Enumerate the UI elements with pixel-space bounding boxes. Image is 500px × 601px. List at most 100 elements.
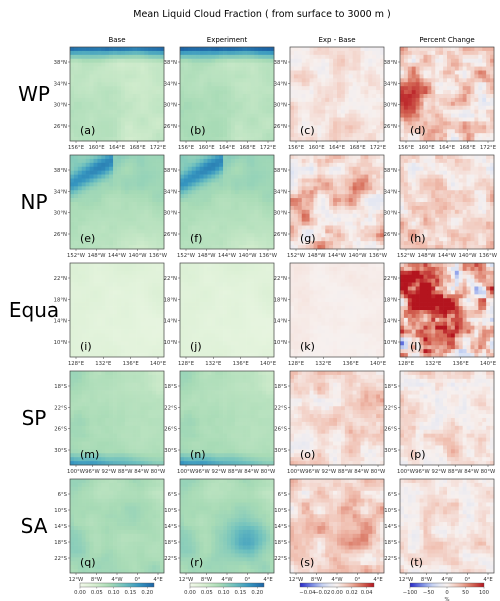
heatmap-cell bbox=[325, 62, 330, 67]
heatmap-cell bbox=[297, 174, 303, 179]
heatmap-cell bbox=[368, 70, 373, 75]
heatmap-cell bbox=[427, 209, 432, 215]
heatmap-cell bbox=[478, 182, 483, 187]
heatmap-cell bbox=[400, 217, 405, 222]
heatmap-cell bbox=[447, 198, 452, 203]
heatmap-cell bbox=[203, 78, 208, 83]
heatmap-cell bbox=[490, 54, 495, 60]
heatmap-cell bbox=[305, 158, 310, 164]
heatmap-cell bbox=[478, 245, 483, 250]
heatmap-cell bbox=[242, 101, 247, 107]
heatmap-cell bbox=[81, 82, 86, 87]
heatmap-cell bbox=[344, 90, 350, 95]
heatmap-cell bbox=[450, 237, 456, 242]
heatmap-cell bbox=[290, 198, 295, 203]
heatmap-cell bbox=[219, 233, 224, 238]
heatmap-cell bbox=[313, 229, 318, 234]
heatmap-cell bbox=[195, 129, 200, 134]
heatmap-cell bbox=[89, 109, 94, 114]
heatmap-cell bbox=[113, 162, 118, 168]
heatmap-cell bbox=[313, 129, 318, 134]
heatmap-cell bbox=[219, 178, 224, 183]
heatmap-cell bbox=[344, 158, 350, 164]
heatmap-cell bbox=[454, 97, 460, 103]
heatmap-cell bbox=[246, 205, 251, 211]
heatmap-cell bbox=[325, 90, 330, 95]
heatmap-cell bbox=[309, 121, 314, 126]
heatmap-cell bbox=[117, 225, 122, 230]
heatmap-cell bbox=[454, 245, 460, 250]
heatmap-cell bbox=[466, 229, 471, 234]
heatmap-cell bbox=[466, 158, 471, 164]
heatmap-cell bbox=[89, 155, 94, 160]
heatmap-cell bbox=[360, 109, 365, 114]
y-tick-label: 26°N bbox=[54, 232, 67, 238]
heatmap-cell bbox=[101, 217, 106, 222]
heatmap-cell bbox=[97, 337, 102, 342]
heatmap-cell bbox=[73, 337, 79, 342]
heatmap-cell bbox=[329, 202, 334, 207]
heatmap-cell bbox=[136, 109, 141, 114]
heatmap-cell bbox=[403, 190, 409, 195]
heatmap-cell bbox=[183, 54, 189, 60]
heatmap-cell bbox=[105, 158, 110, 164]
heatmap-cell bbox=[156, 54, 161, 60]
heatmap-cell bbox=[447, 245, 452, 250]
heatmap-cell bbox=[368, 209, 373, 215]
heatmap-cell bbox=[411, 198, 416, 203]
heatmap-cell bbox=[293, 166, 299, 171]
heatmap-cell bbox=[348, 47, 353, 52]
heatmap-cell bbox=[148, 86, 153, 91]
heatmap-cell bbox=[466, 186, 471, 191]
heatmap-cell bbox=[223, 225, 228, 230]
heatmap-cell bbox=[301, 155, 306, 160]
heatmap-cell bbox=[380, 58, 385, 63]
heatmap-cell bbox=[117, 221, 122, 226]
heatmap-cell bbox=[160, 213, 165, 218]
heatmap-cell bbox=[254, 174, 259, 179]
heatmap-cell bbox=[419, 166, 424, 171]
heatmap-cell bbox=[187, 190, 193, 195]
heatmap-cell bbox=[364, 178, 369, 183]
heatmap-cell bbox=[250, 225, 255, 230]
heatmap-cell bbox=[470, 162, 475, 168]
heatmap-cell bbox=[117, 70, 122, 75]
heatmap-cell bbox=[211, 109, 216, 114]
heatmap-cell bbox=[109, 47, 114, 52]
heatmap-cell bbox=[152, 129, 157, 134]
heatmap-cell bbox=[223, 101, 228, 107]
heatmap-cell bbox=[132, 186, 137, 191]
heatmap-cell bbox=[329, 70, 334, 75]
heatmap-cell bbox=[301, 217, 306, 222]
heatmap-cell bbox=[124, 217, 130, 222]
heatmap-cell bbox=[160, 209, 165, 215]
heatmap-cell bbox=[195, 225, 200, 230]
heatmap-cell bbox=[81, 209, 86, 215]
heatmap-cell bbox=[156, 241, 161, 246]
heatmap-cell bbox=[340, 213, 346, 218]
heatmap-cell bbox=[435, 94, 440, 99]
heatmap-cell bbox=[254, 74, 259, 79]
heatmap-cell bbox=[105, 186, 110, 191]
heatmap-cell bbox=[450, 50, 456, 56]
heatmap-cell bbox=[195, 101, 200, 107]
heatmap-cell bbox=[180, 237, 185, 242]
heatmap-cell bbox=[458, 190, 463, 195]
heatmap-cell bbox=[423, 155, 428, 160]
heatmap-cell bbox=[266, 170, 271, 175]
heatmap-cell bbox=[207, 78, 212, 83]
heatmap-cell bbox=[431, 182, 436, 187]
heatmap-cell bbox=[97, 190, 102, 195]
heatmap-cell bbox=[262, 178, 267, 183]
heatmap-cell bbox=[266, 213, 271, 218]
heatmap-cell bbox=[97, 158, 102, 164]
heatmap-cell bbox=[199, 86, 204, 91]
heatmap-cell bbox=[156, 50, 161, 56]
heatmap-cell bbox=[254, 194, 259, 199]
heatmap-cell bbox=[352, 245, 357, 250]
heatmap-cell bbox=[403, 155, 409, 160]
heatmap-cell bbox=[270, 62, 275, 67]
heatmap-cell bbox=[70, 47, 75, 52]
heatmap-cell bbox=[183, 209, 189, 215]
heatmap-cell bbox=[242, 109, 247, 114]
